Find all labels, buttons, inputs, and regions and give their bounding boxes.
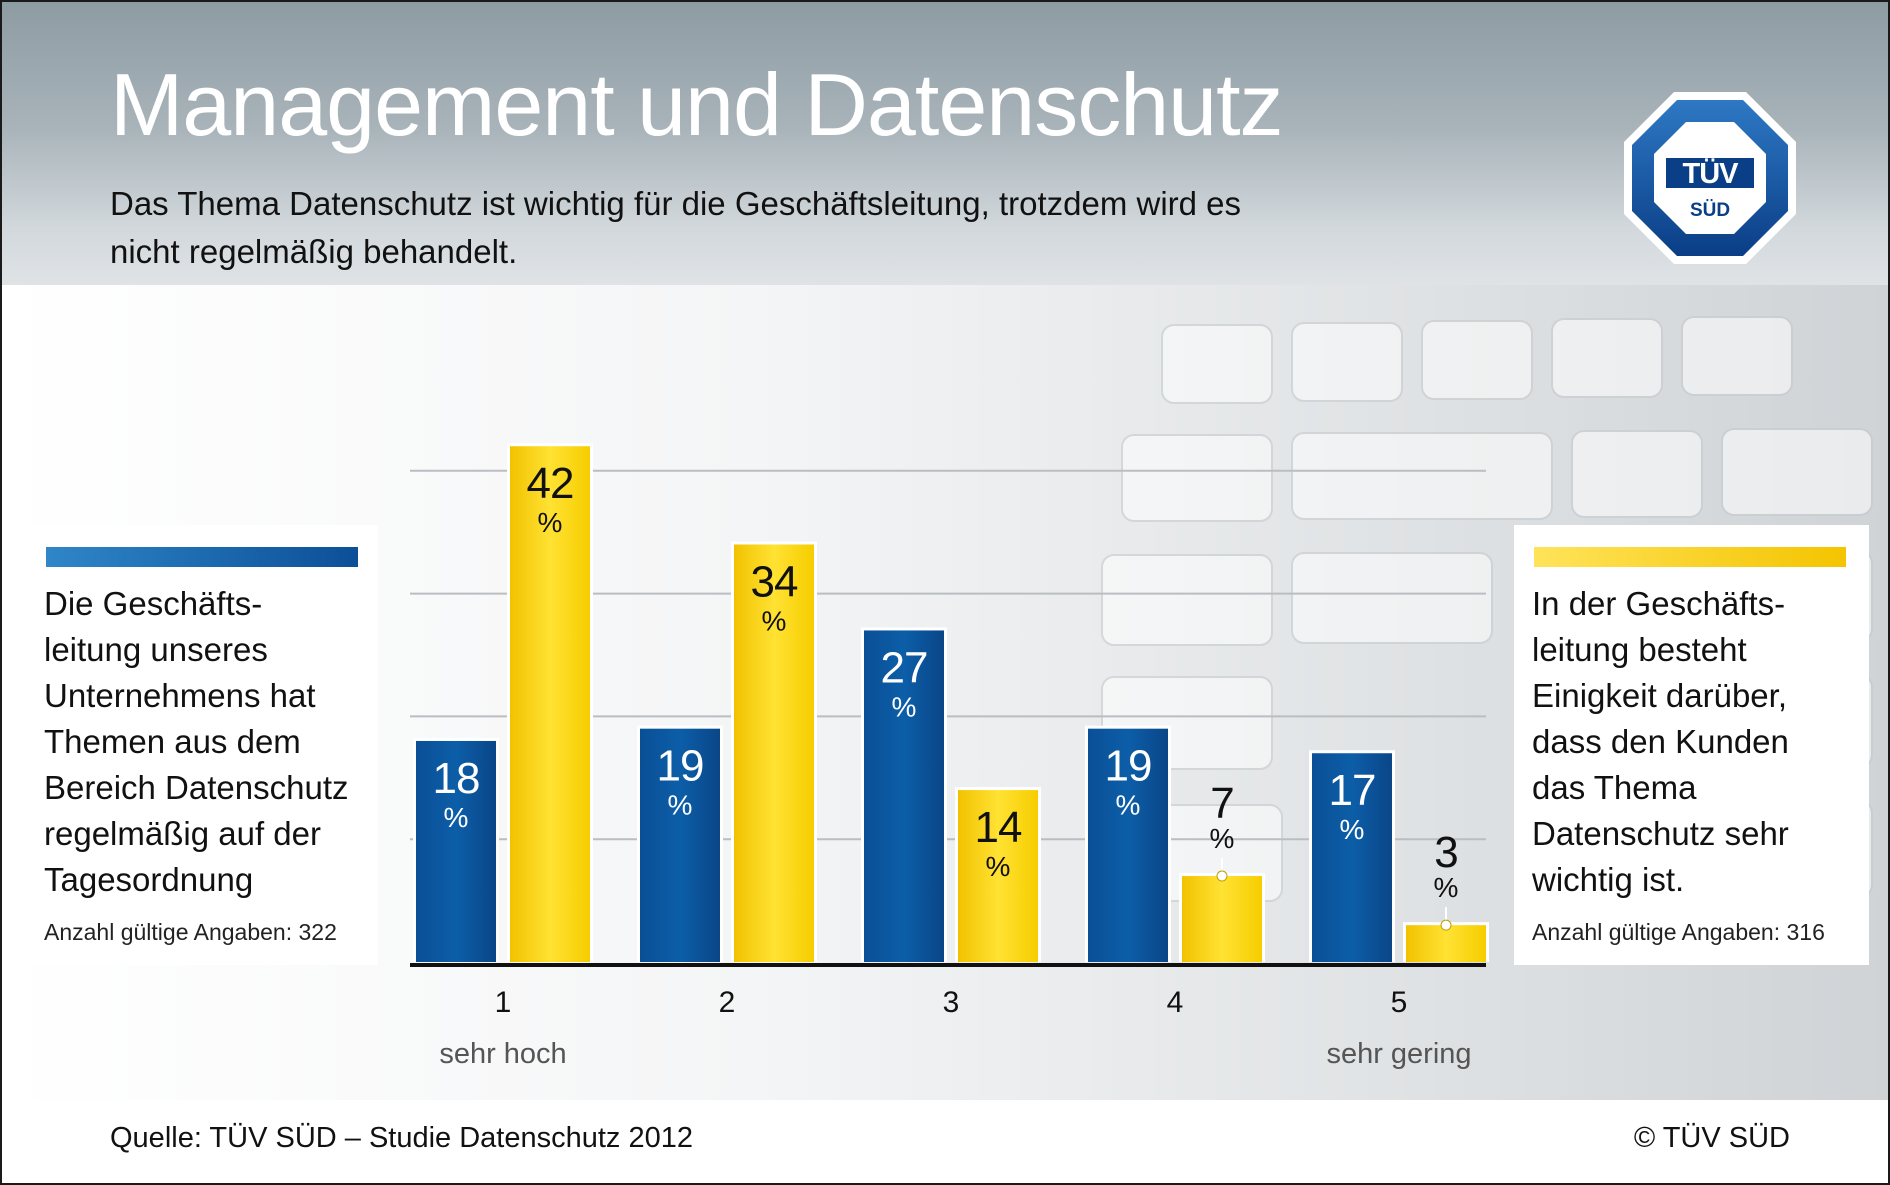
header: Management und Datenschutz Das Thema Dat… [2, 2, 1888, 285]
legend-left-count: Anzahl gültige Angaben: 322 [44, 919, 337, 945]
legend-swatch-blue [46, 547, 358, 567]
bar-s0-c0 [416, 740, 496, 962]
data-label-s1-c1: 34 [751, 557, 798, 606]
footer: Quelle: TÜV SÜD – Studie Datenschutz 201… [2, 1100, 1888, 1183]
data-label-unit-s0-c3: % [1116, 790, 1141, 821]
bar-s1-c0 [510, 446, 590, 962]
legend-right: In der Geschäfts- leitung besteht Einigk… [1514, 525, 1869, 965]
page-subtitle: Das Thema Datenschutz ist wichtig für di… [110, 185, 1242, 270]
bar-s0-c1 [640, 728, 720, 962]
data-label-s1-c3: 7 [1210, 779, 1233, 828]
x-tick-label-4: 4 [1167, 986, 1184, 1019]
x-tick-sublabel-0: sehr hoch [439, 1038, 566, 1070]
bar-s0-c2 [864, 630, 944, 962]
x-tick-label-1: 1 [495, 986, 512, 1019]
legend-swatch-yellow [1534, 547, 1846, 567]
bar-s1-c1 [734, 544, 814, 962]
bar-s0-c3 [1088, 728, 1168, 962]
label-dot-s1-c3 [1216, 870, 1228, 882]
logo-sub-text: SÜD [1690, 200, 1730, 221]
legend-right-count: Anzahl gültige Angaben: 316 [1532, 919, 1825, 945]
x-tick-sublabel-4: sehr gering [1326, 1038, 1471, 1070]
data-label-unit-s1-c2: % [986, 851, 1011, 882]
page-title: Management und Datenschutz [110, 55, 1284, 154]
data-label-s1-c2: 14 [975, 803, 1022, 852]
legend-left: Die Geschäfts- leitung unseres Unternehm… [26, 525, 378, 965]
bar-s0-c4 [1312, 753, 1392, 962]
bar-s1-c3 [1182, 876, 1262, 962]
data-label-s1-c0: 42 [527, 459, 574, 508]
data-label-unit-s1-c4: % [1434, 872, 1459, 903]
data-label-s0-c1: 19 [657, 742, 704, 791]
legend-right-text: In der Geschäfts- leitung besteht Einigk… [1532, 585, 1789, 898]
data-label-unit-s0-c1: % [668, 790, 693, 821]
legend-left-text: Die Geschäfts- leitung unseres Unternehm… [44, 585, 349, 898]
data-label-unit-s0-c2: % [892, 691, 917, 722]
data-label-s0-c2: 27 [881, 643, 928, 692]
bar-s1-c2 [958, 790, 1038, 962]
x-tick-label-5: 5 [1391, 986, 1408, 1019]
bar-s1-c4 [1406, 925, 1486, 962]
tuev-sued-logo-icon: TÜV SÜD [1624, 92, 1796, 264]
logo-main-text: TÜV [1683, 157, 1740, 190]
x-tick-label-2: 2 [719, 986, 736, 1019]
data-label-unit-s1-c0: % [538, 507, 563, 538]
data-label-s0-c0: 18 [433, 754, 480, 803]
data-label-s1-c4: 3 [1434, 828, 1457, 877]
chart-area: 18% 42% 1 sehr hoch 19% 34% 2 27% 14% 3 19% 7% 4 17% 3… [2, 285, 1888, 1100]
source-note: Quelle: TÜV SÜD – Studie Datenschutz 201… [110, 1122, 694, 1154]
copyright-note: © TÜV SÜD [1633, 1122, 1790, 1154]
data-label-unit-s0-c4: % [1340, 814, 1365, 845]
data-label-unit-s1-c1: % [762, 605, 787, 636]
x-tick-label-3: 3 [943, 986, 960, 1019]
data-label-unit-s1-c3: % [1210, 823, 1235, 854]
data-label-s0-c4: 17 [1329, 766, 1376, 815]
label-dot-s1-c4 [1440, 919, 1452, 931]
data-label-unit-s0-c0: % [444, 802, 469, 833]
data-label-s0-c3: 19 [1105, 742, 1152, 791]
